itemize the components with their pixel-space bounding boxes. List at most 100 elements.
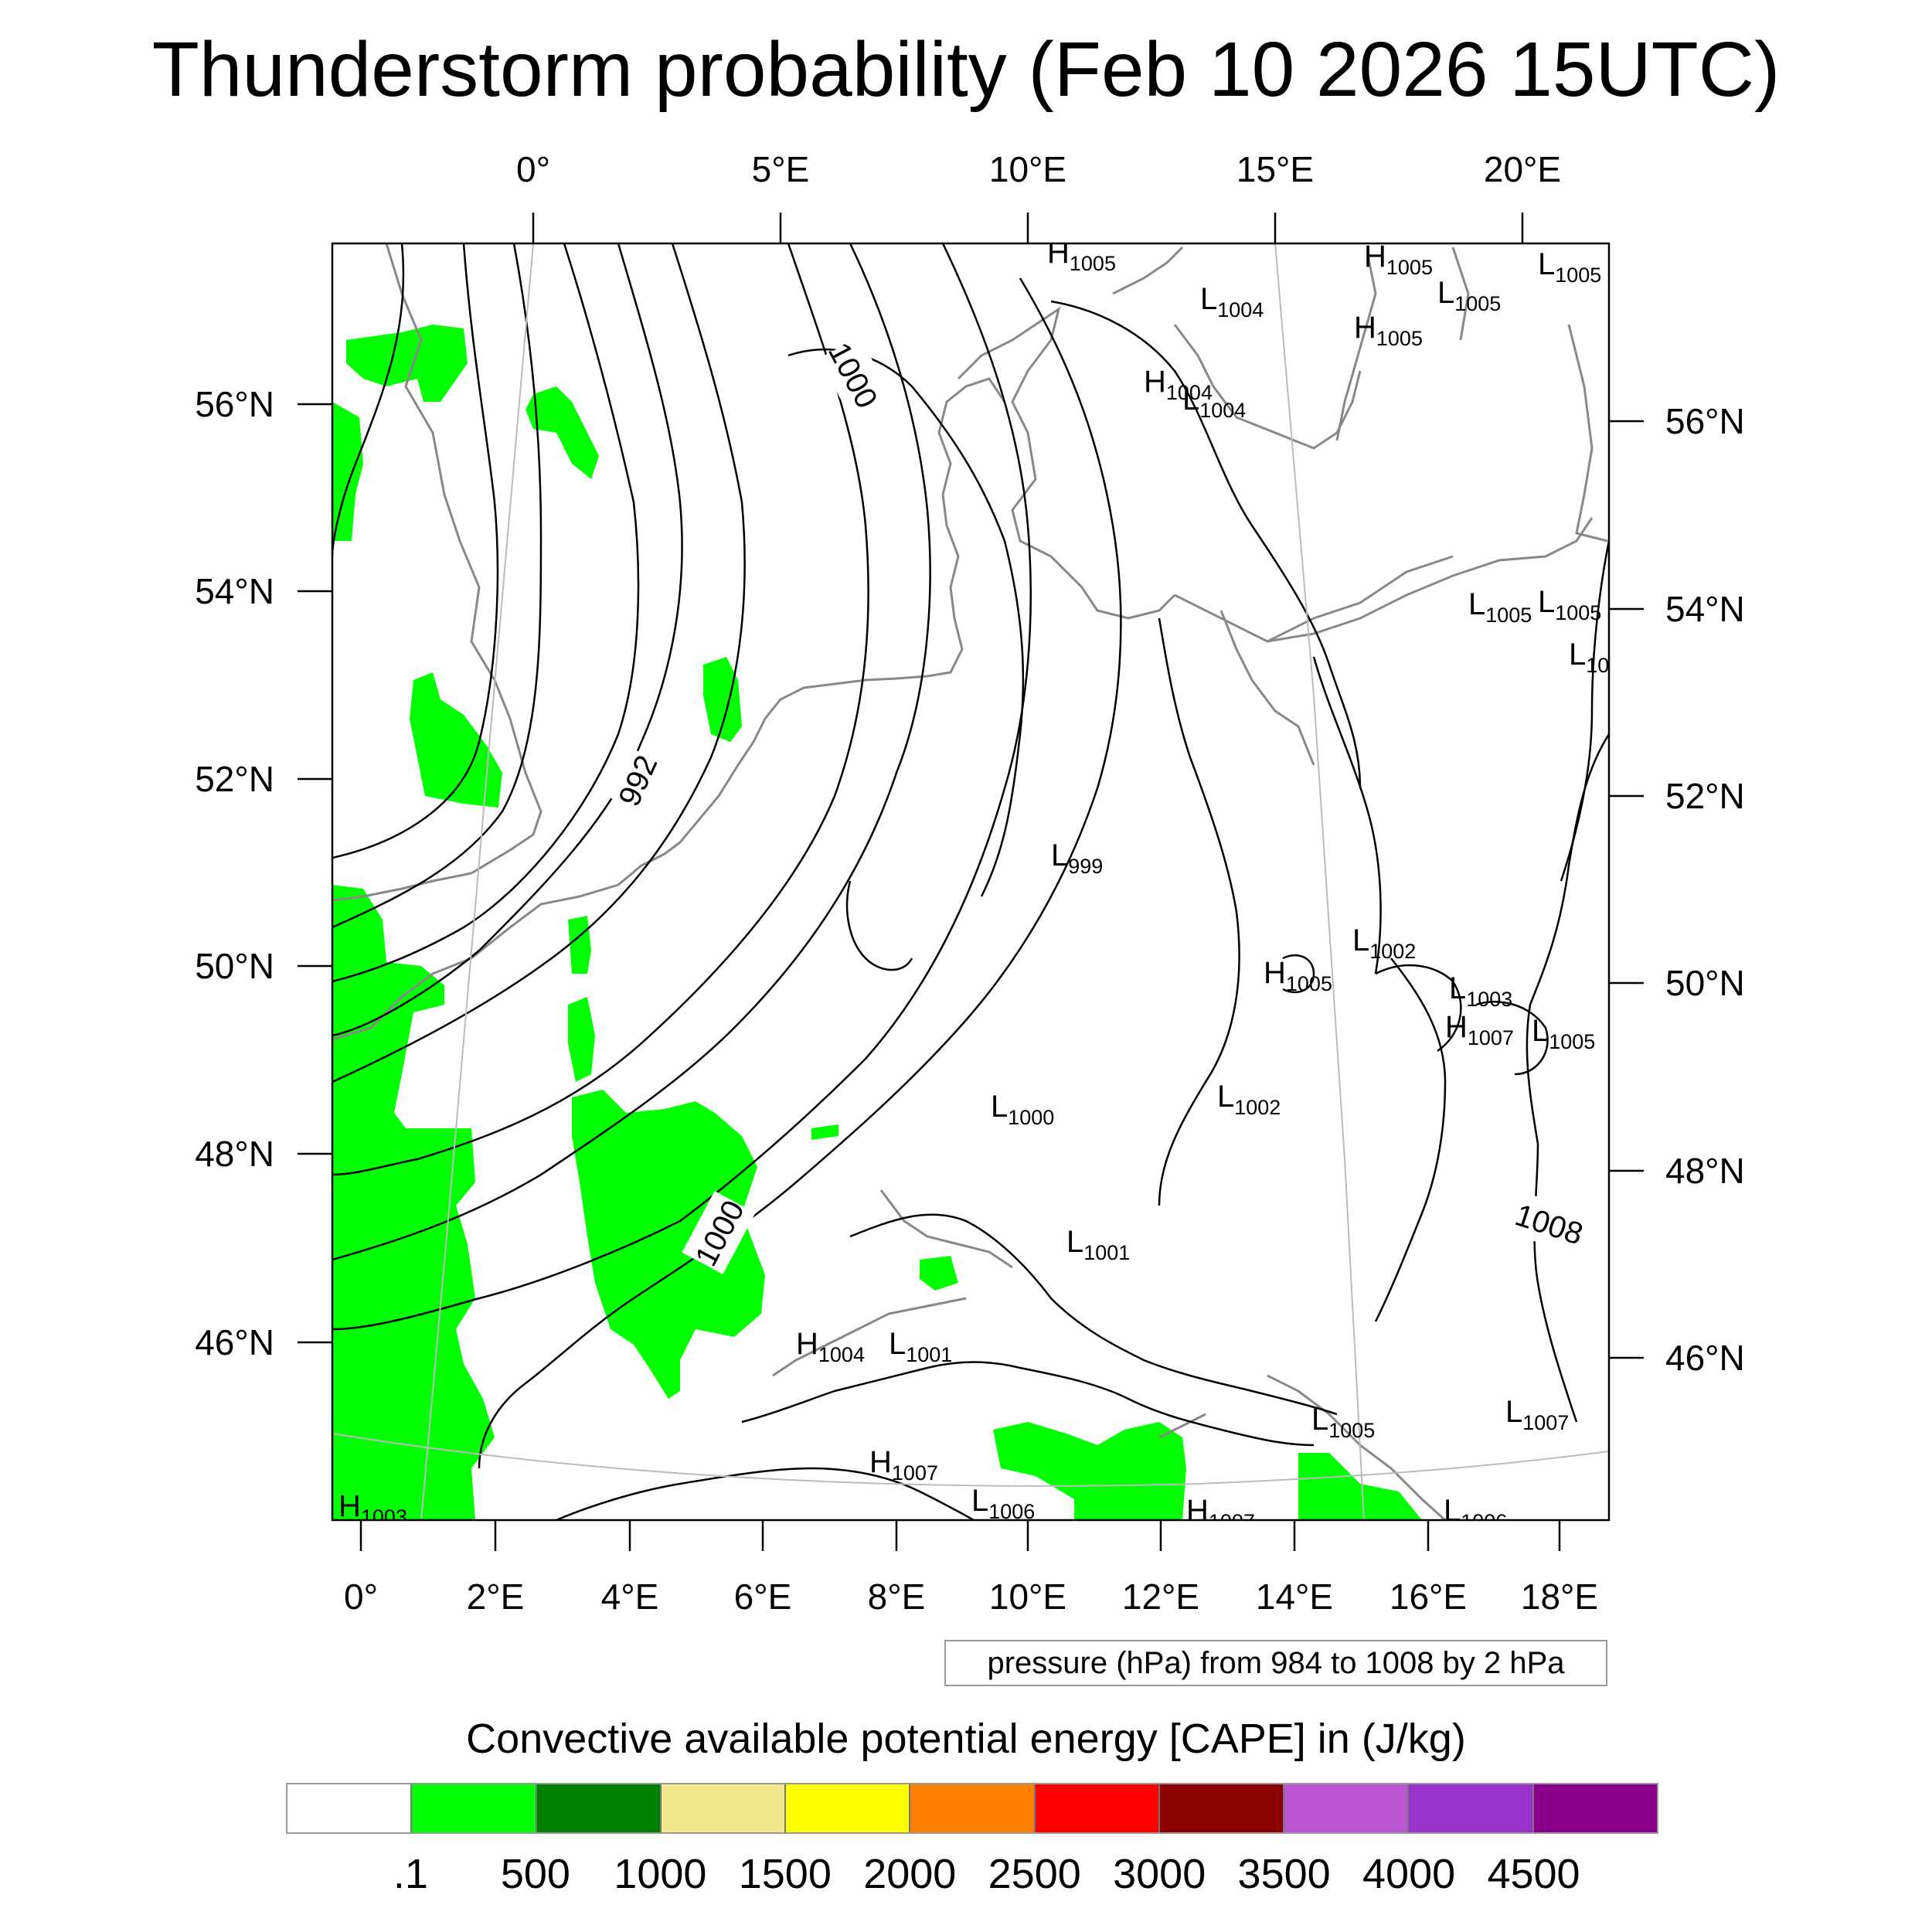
- pressure-center: L1007: [1505, 1395, 1569, 1434]
- colorbar-label: 500: [500, 1851, 570, 1897]
- top-longitude-axis: [532, 213, 1524, 243]
- colorbar-box: [1409, 1784, 1534, 1832]
- cape-area-north-sea-3: [703, 657, 742, 742]
- isobar-19: [741, 1361, 1315, 1447]
- cape-area-uk-east: [332, 402, 363, 541]
- coastline-france-north: [332, 841, 681, 1041]
- pressure-center: L1000: [991, 1090, 1054, 1129]
- cape-area-france: [572, 1090, 765, 1399]
- pressure-center: H1005: [1264, 956, 1332, 995]
- isobar-4: [332, 243, 640, 983]
- isobar-9: [332, 243, 1032, 1331]
- bottom-lon-label: 2°E: [467, 1577, 525, 1617]
- pressure-center: L1005: [1538, 247, 1601, 287]
- top-lon-label: 10°E: [989, 149, 1066, 189]
- left-lat-label: 50°N: [195, 946, 274, 986]
- isobar-18: [849, 1213, 1338, 1416]
- colorbar-box: [287, 1784, 413, 1832]
- pressure-center: H1005: [1354, 311, 1423, 350]
- isobar-21: [1375, 964, 1462, 1053]
- map-frame: [331, 242, 1611, 1522]
- coastline-mediterranean: [772, 1297, 1206, 1439]
- colorbar: [286, 1783, 1658, 1834]
- isobar-20: [556, 1467, 975, 1520]
- right-lat-label: 54°N: [1665, 589, 1745, 629]
- isobar-8: [332, 243, 931, 1261]
- pressure-center: L1005: [1437, 276, 1501, 315]
- colorbar-label: 1000: [614, 1851, 707, 1897]
- isobar-2: [332, 243, 499, 859]
- cape-area-jura: [811, 1124, 838, 1140]
- right-latitude-axis: [1609, 420, 1644, 1359]
- coastline-sweden-east: [1335, 247, 1470, 441]
- isobar-13: [1158, 617, 1240, 1206]
- cape-area-channel: [568, 916, 591, 974]
- coastline-germany-north: [896, 377, 1006, 680]
- left-latitude-axis: [298, 403, 332, 1344]
- isobar-12: [1050, 300, 1362, 789]
- pressure-center: H1007: [869, 1445, 938, 1485]
- right-lat-label: 52°N: [1665, 776, 1745, 816]
- isobar-7: [332, 243, 869, 1176]
- colorbar-label: 1500: [738, 1851, 832, 1897]
- pressure-info-box: pressure (hPa) from 984 to 1008 by 2 hPa: [944, 1640, 1607, 1686]
- colorbar-box: [1159, 1784, 1285, 1832]
- colorbar-label: 4500: [1487, 1851, 1580, 1897]
- map-title: Thunderstorm probability (Feb 10 2026 15…: [151, 26, 1781, 113]
- pressure-center: L1001: [1066, 1225, 1130, 1264]
- pressure-center: L1002: [1217, 1080, 1281, 1119]
- isobar-10: [478, 277, 1122, 1469]
- isobar-15: [1374, 957, 1447, 1322]
- coastline-uk: [332, 243, 543, 902]
- isobar-23: [845, 880, 913, 971]
- pressure-center: H1007: [1186, 1494, 1255, 1533]
- cape-area-north-sea-1: [346, 325, 468, 402]
- isobar-16: [1526, 733, 1609, 1423]
- top-lon-label: 15°E: [1236, 149, 1314, 189]
- bottom-lon-label: 4°E: [601, 1577, 659, 1617]
- top-lon-label: 0°: [516, 149, 550, 189]
- pressure-center: L10: [1569, 638, 1609, 677]
- pressure-center: H1003: [338, 1489, 407, 1529]
- bottom-lon-label: 0°: [344, 1577, 378, 1617]
- right-lat-label: 56°N: [1665, 401, 1745, 441]
- right-lat-label: 46°N: [1665, 1338, 1745, 1378]
- isobar-14: [1312, 656, 1382, 975]
- left-lat-label: 46°N: [195, 1322, 274, 1362]
- border-poland-baltic: [1267, 555, 1454, 643]
- isobars: [332, 243, 1609, 1520]
- pressure-center: L1002: [1352, 923, 1416, 963]
- bottom-lon-label: 10°E: [989, 1577, 1066, 1617]
- colorbar-label: 2000: [863, 1851, 957, 1897]
- cape-area-belgium: [410, 672, 502, 808]
- left-lat-label: 56°N: [195, 384, 274, 424]
- cape-shading: [332, 325, 1422, 1520]
- pressure-center: H1007: [1445, 1010, 1514, 1049]
- coastline-latvia: [1567, 324, 1608, 543]
- pressure-center: L1006: [971, 1484, 1035, 1523]
- pressure-center: L1005: [1311, 1403, 1375, 1442]
- top-lon-label: 5°E: [752, 149, 810, 189]
- coastline-netherlands: [679, 677, 897, 843]
- graticule-lat-45n: [332, 1433, 1609, 1487]
- cape-area-paris: [568, 997, 595, 1082]
- colorbar-box: [786, 1784, 911, 1832]
- colorbar-label: 3000: [1113, 1851, 1206, 1897]
- colorbar-box: [910, 1784, 1036, 1832]
- coastline-sweden: [1112, 246, 1362, 450]
- left-lat-label: 52°N: [195, 759, 274, 799]
- pressure-center: H1004: [796, 1327, 865, 1366]
- pressure-center: L999: [1051, 838, 1103, 878]
- graticule: [332, 243, 1609, 1520]
- colorbar-box: [536, 1784, 662, 1832]
- colorbar-box: [661, 1784, 787, 1832]
- bottom-longitude-axis: [359, 1520, 1561, 1551]
- isobar-5: [332, 243, 683, 1037]
- bottom-lon-label: 12°E: [1122, 1577, 1199, 1617]
- isobar-24: [1282, 954, 1315, 994]
- colorbar-label: 2500: [988, 1851, 1081, 1897]
- pressure-center: L1003: [1449, 971, 1512, 1011]
- cape-area-north-sea-2: [526, 386, 599, 479]
- isobar-1: [332, 243, 405, 557]
